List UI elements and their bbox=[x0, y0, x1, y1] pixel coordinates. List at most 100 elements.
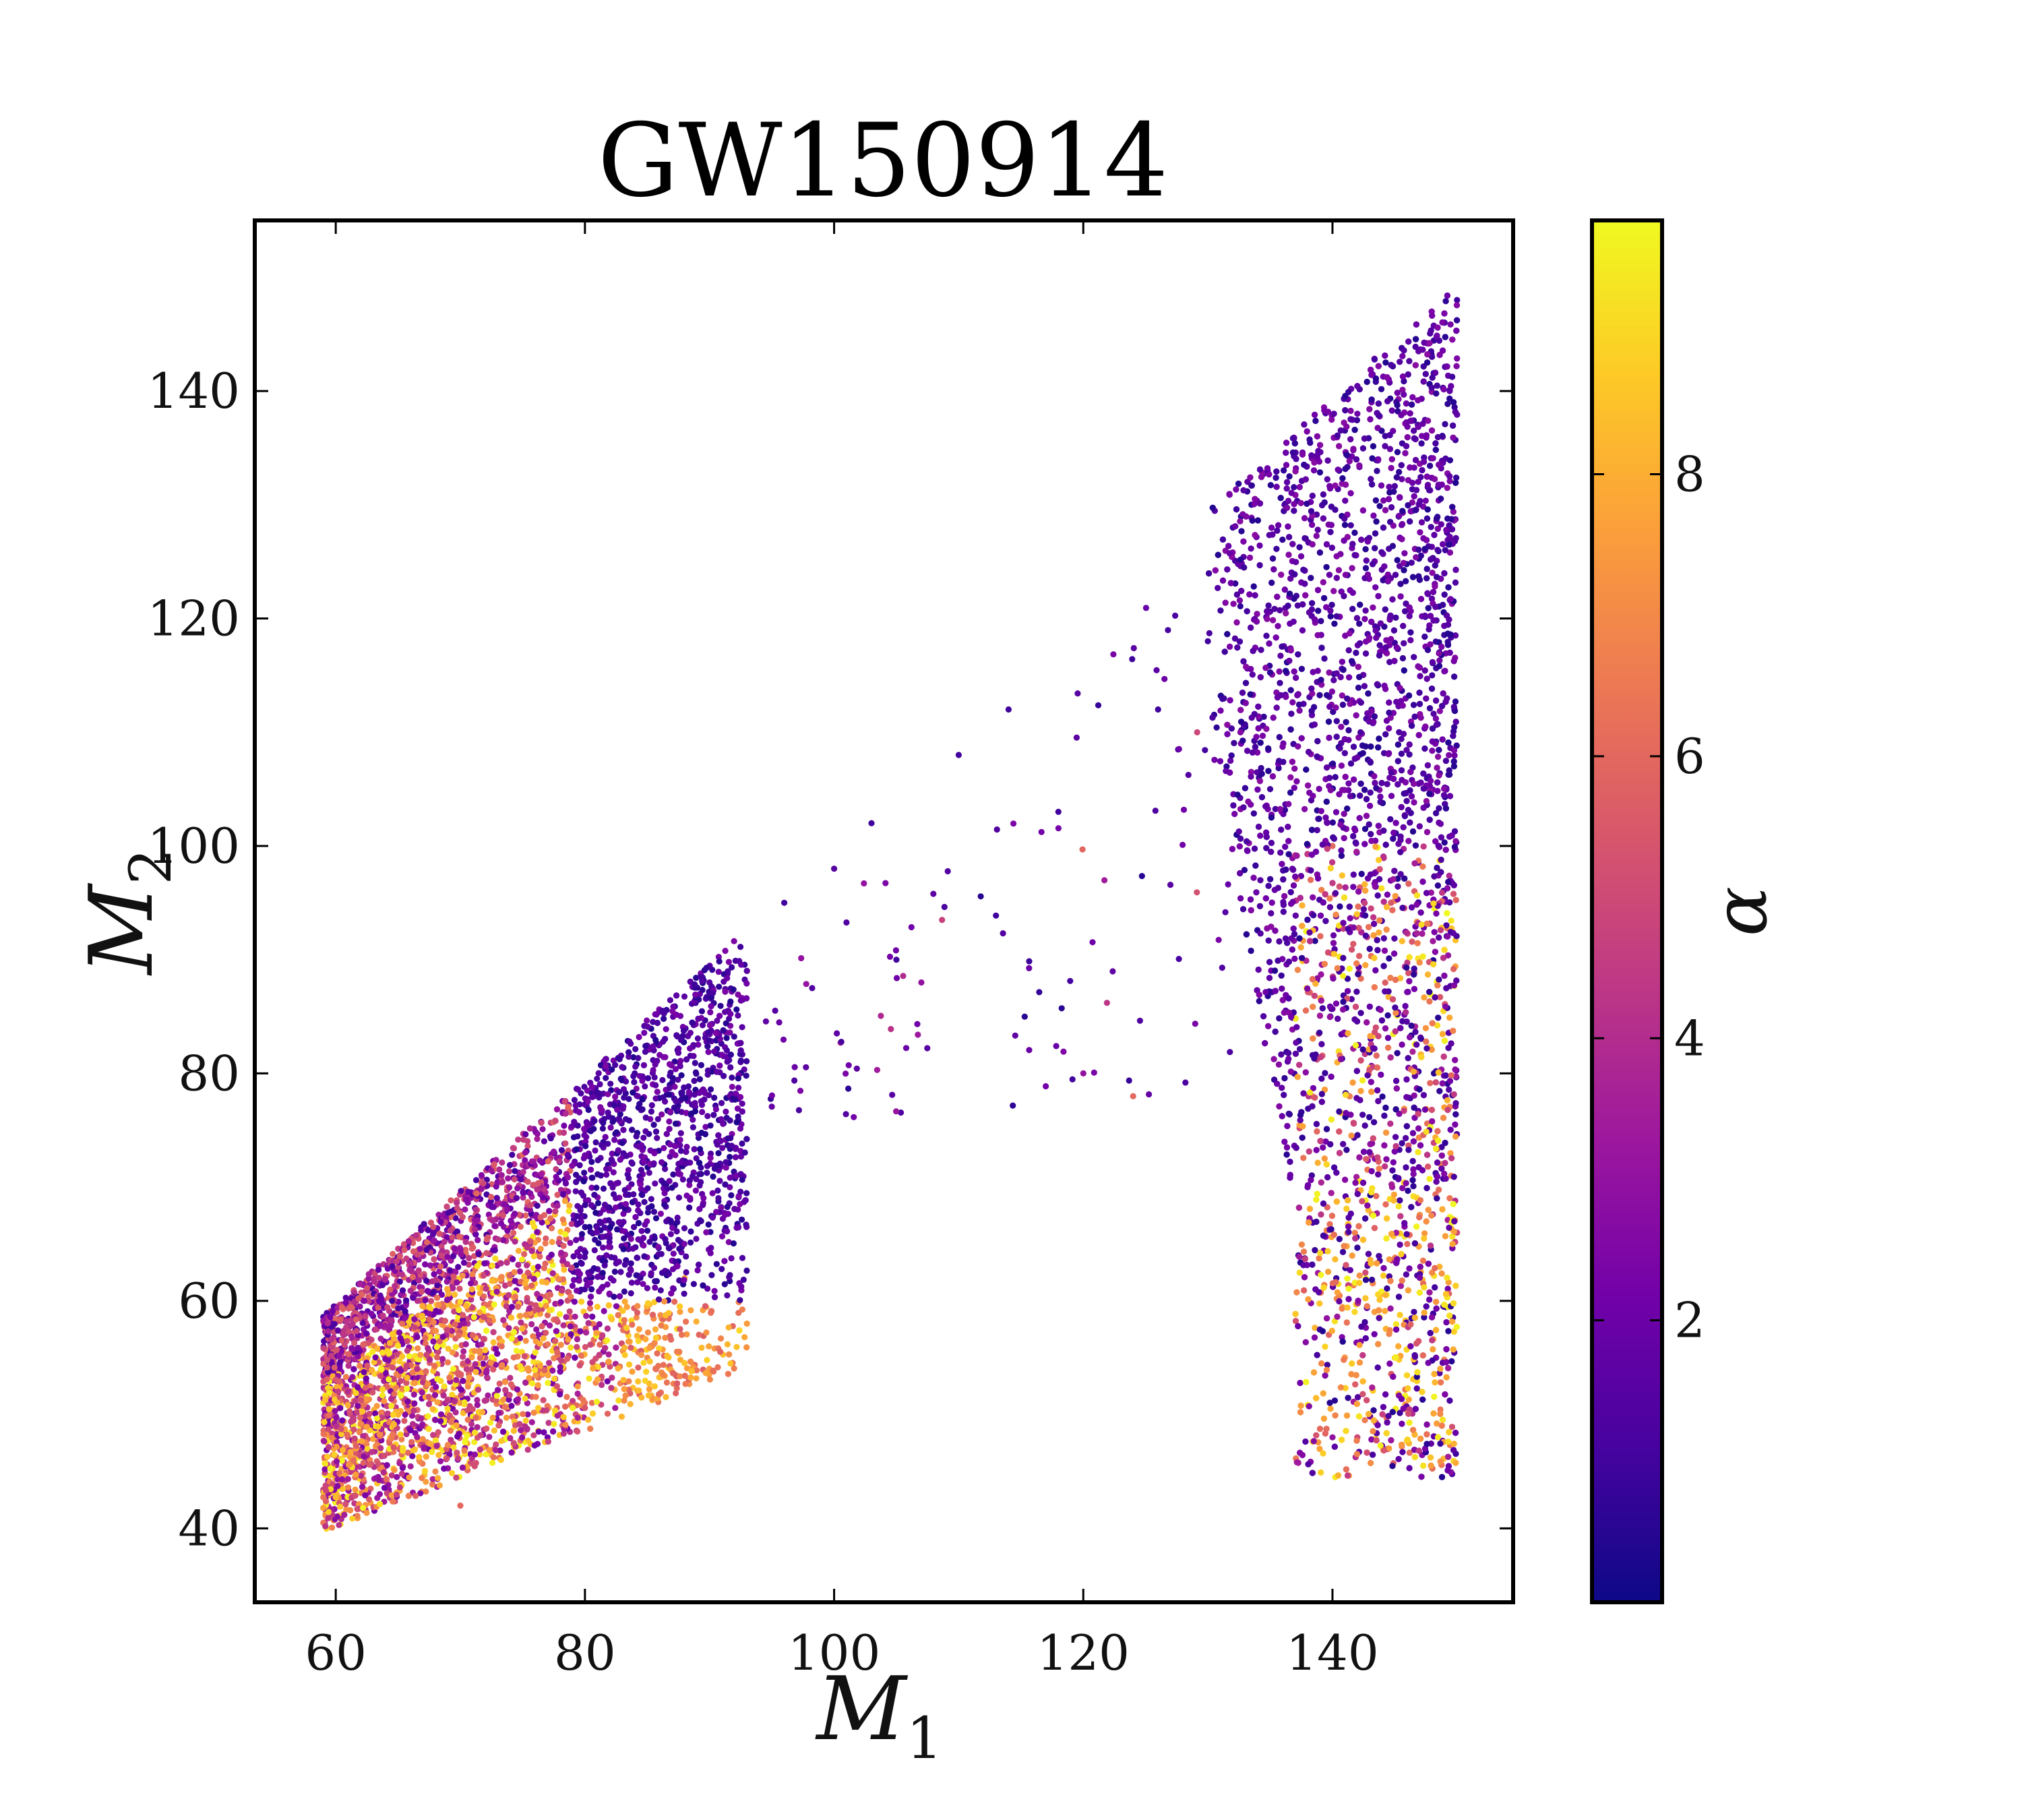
scatter-point bbox=[711, 1287, 718, 1294]
scatter-point bbox=[542, 1240, 549, 1247]
scatter-point bbox=[359, 1438, 365, 1445]
scatter-point bbox=[394, 1474, 400, 1480]
scatter-point bbox=[419, 1389, 425, 1396]
scatter-point bbox=[353, 1316, 359, 1323]
scatter-point bbox=[613, 1129, 620, 1136]
scatter-point bbox=[516, 1268, 524, 1275]
scatter-point bbox=[443, 1455, 450, 1462]
scatter-point bbox=[492, 1447, 499, 1453]
scatter-point bbox=[498, 1343, 505, 1349]
scatter-point bbox=[698, 1062, 704, 1068]
scatter-point bbox=[594, 1304, 601, 1310]
scatter-point bbox=[408, 1438, 415, 1445]
scatter-point bbox=[586, 1305, 594, 1312]
scatter-point bbox=[328, 1352, 335, 1359]
scatter-point bbox=[441, 1318, 448, 1325]
scatter-point bbox=[593, 1399, 601, 1405]
scatter-point bbox=[722, 988, 729, 995]
scatter-point bbox=[393, 1258, 400, 1265]
scatter-point bbox=[692, 1099, 698, 1106]
scatter-point bbox=[334, 1483, 341, 1490]
scatter-point bbox=[634, 1279, 641, 1285]
scatter-point bbox=[609, 1150, 615, 1157]
scatter-point bbox=[691, 1077, 698, 1085]
scatter-point bbox=[438, 1252, 445, 1259]
scatter-point bbox=[537, 1253, 543, 1260]
scatter-point bbox=[666, 1126, 673, 1132]
scatter-point bbox=[727, 1117, 733, 1124]
scatter-point bbox=[655, 1244, 662, 1250]
scatter-point bbox=[735, 1224, 742, 1231]
scatter-point bbox=[524, 1411, 531, 1418]
scatter-point bbox=[719, 1145, 726, 1151]
scatter-point bbox=[337, 1503, 344, 1510]
scatter-point bbox=[483, 1285, 489, 1292]
scatter-point bbox=[661, 1190, 668, 1196]
scatter-point bbox=[575, 1220, 582, 1227]
scatter-point bbox=[581, 1126, 588, 1132]
scatter-point bbox=[426, 1310, 433, 1317]
scatter-point bbox=[690, 1281, 697, 1287]
scatter-point bbox=[622, 1201, 630, 1207]
scatter-point bbox=[514, 1396, 522, 1403]
scatter-point bbox=[363, 1330, 370, 1337]
scatter-point bbox=[518, 1319, 524, 1326]
scatter-point bbox=[417, 1272, 423, 1279]
scatter-point bbox=[336, 1378, 343, 1385]
scatter-point bbox=[347, 1507, 354, 1514]
scatter-point bbox=[506, 1280, 513, 1287]
scatter-point bbox=[501, 1378, 509, 1385]
scatter-point bbox=[675, 1194, 683, 1201]
scatter-point bbox=[454, 1449, 460, 1456]
scatter-point bbox=[552, 1118, 559, 1124]
scatter-point bbox=[388, 1403, 395, 1409]
scatter-point bbox=[557, 1391, 563, 1398]
scatter-point bbox=[401, 1418, 408, 1424]
scatter-point bbox=[336, 1353, 342, 1360]
scatter-point bbox=[743, 1058, 750, 1064]
scatter-point bbox=[648, 1203, 655, 1210]
scatter-point bbox=[722, 1181, 729, 1188]
scatter-point bbox=[724, 1203, 731, 1211]
scatter-point bbox=[462, 1341, 469, 1347]
scatter-point bbox=[369, 1348, 376, 1355]
scatter-point bbox=[532, 1302, 539, 1308]
scatter-point bbox=[510, 1354, 517, 1361]
scatter-point bbox=[727, 1134, 734, 1141]
scatter-point bbox=[730, 986, 737, 993]
scatter-point bbox=[721, 1072, 727, 1079]
scatter-point bbox=[694, 1035, 701, 1042]
scatter-point bbox=[406, 1474, 412, 1481]
scatter-point bbox=[603, 1172, 610, 1178]
scatter-point bbox=[627, 1401, 634, 1407]
scatter-point bbox=[408, 1412, 416, 1419]
scatter-point bbox=[493, 1393, 500, 1399]
scatter-point bbox=[588, 1184, 595, 1191]
scatter-point bbox=[724, 1292, 731, 1299]
scatter-point bbox=[452, 1343, 459, 1350]
scatter-point bbox=[625, 1095, 632, 1102]
scatter-point bbox=[704, 1170, 710, 1176]
scatter-point bbox=[495, 1409, 502, 1416]
scatter-point bbox=[342, 1299, 349, 1306]
scatter-point bbox=[680, 1027, 687, 1034]
scatter-point bbox=[397, 1335, 404, 1341]
scatter-point bbox=[666, 1245, 673, 1252]
scatter-point bbox=[667, 1061, 673, 1068]
scatter-point bbox=[348, 1418, 355, 1425]
scatter-point bbox=[410, 1391, 417, 1398]
scatter-point bbox=[693, 1318, 700, 1325]
scatter-point bbox=[718, 1266, 725, 1273]
scatter-point bbox=[633, 1133, 640, 1140]
scatter-point bbox=[716, 983, 723, 990]
scatter-point bbox=[468, 1280, 474, 1287]
scatter-point bbox=[540, 1397, 547, 1403]
scatter-point bbox=[537, 1340, 543, 1347]
scatter-point bbox=[642, 1336, 649, 1343]
scatter-point bbox=[416, 1454, 423, 1461]
scatter-point bbox=[621, 1288, 628, 1295]
scatter-point bbox=[709, 1190, 716, 1196]
scatter-point bbox=[444, 1254, 451, 1261]
scatter-point bbox=[556, 1158, 563, 1165]
scatter-point bbox=[450, 1273, 457, 1280]
